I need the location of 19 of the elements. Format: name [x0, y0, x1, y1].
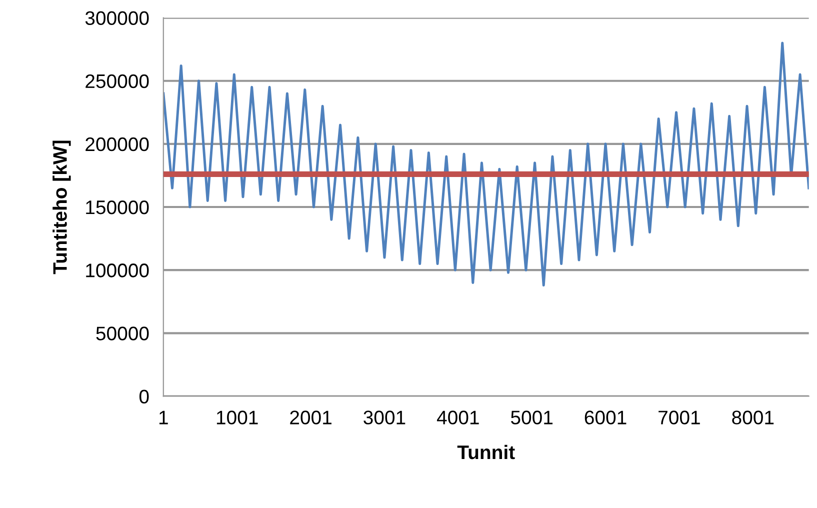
- y-tick-label: 250000: [86, 74, 149, 88]
- y-tick-label: 50000: [96, 326, 149, 340]
- x-tick-label: 1001: [216, 410, 258, 424]
- y-tick-label: 150000: [86, 200, 149, 214]
- x-axis-title: Tunnit: [457, 444, 515, 460]
- x-tick-label: 6001: [584, 410, 626, 424]
- y-tick-label: 0: [139, 390, 149, 404]
- x-tick-label: 8001: [732, 410, 774, 424]
- x-tick-label: 3001: [364, 410, 406, 424]
- y-tick-label: 200000: [86, 137, 149, 152]
- x-tick-label: 4001: [436, 410, 479, 424]
- x-tick-label: 7001: [658, 410, 700, 424]
- x-tick-label: 2001: [290, 410, 332, 424]
- y-tick-label: 100000: [86, 264, 149, 278]
- x-tick-label: 1: [159, 410, 168, 424]
- x-tick-label: 5001: [510, 410, 553, 424]
- y-tick-label: 300000: [85, 11, 149, 26]
- line-series: [163, 42, 809, 286]
- y-axis-title: Tuntiteho [kW]: [52, 140, 71, 274]
